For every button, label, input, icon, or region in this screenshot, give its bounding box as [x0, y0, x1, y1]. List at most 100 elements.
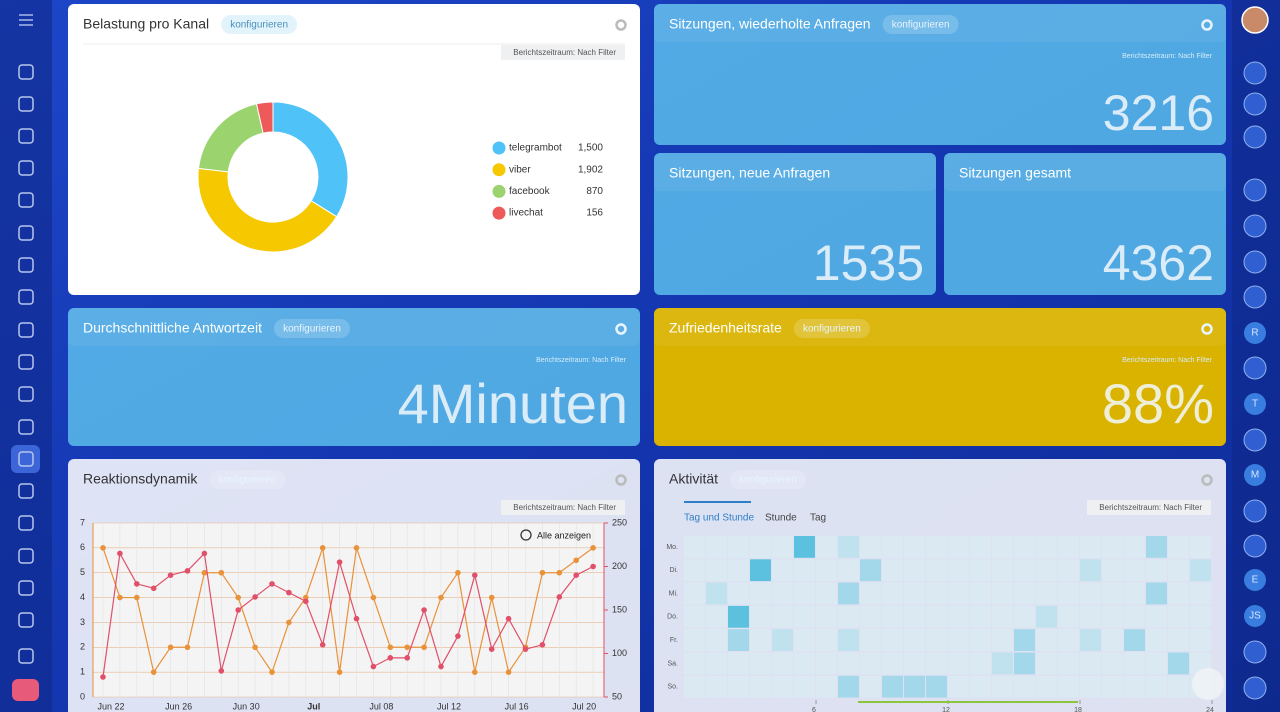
configure-button[interactable] — [730, 470, 807, 489]
right-icon[interactable] — [1243, 285, 1267, 309]
configure-label: konfigurieren — [892, 20, 950, 31]
heat-cell — [772, 559, 793, 582]
heat-cell — [1146, 675, 1167, 698]
settings-icon[interactable] — [1201, 323, 1213, 335]
x-tick-label: Jun 26 — [165, 701, 192, 711]
settings-icon[interactable] — [1201, 474, 1213, 486]
legend-value: 1,500 — [578, 143, 603, 154]
reset-zoom[interactable]: Alle anzeigen — [537, 530, 591, 540]
nav-icon[interactable] — [18, 192, 34, 208]
settings-icon[interactable] — [615, 323, 627, 335]
avatar-initial: T — [1252, 399, 1258, 410]
right-icon[interactable] — [1243, 250, 1267, 274]
fab-button[interactable] — [1192, 668, 1224, 700]
nav-icon[interactable] — [18, 354, 34, 370]
configure-button[interactable] — [209, 470, 286, 489]
heat-cell — [1058, 675, 1079, 698]
nav-icon[interactable] — [18, 128, 34, 144]
x-tick-label: 24 — [1206, 707, 1214, 712]
nav-icon[interactable] — [18, 612, 34, 628]
right-icon[interactable] — [1243, 92, 1267, 116]
x-tick-label: Jul 12 — [437, 701, 461, 711]
heat-cell — [1014, 605, 1035, 628]
widget-title: Zufriedenheitsrate — [669, 320, 782, 336]
heat-cell — [684, 675, 705, 698]
heat-cell — [1124, 582, 1145, 605]
legend-label: viber — [509, 164, 531, 175]
nav-icon[interactable] — [18, 322, 34, 338]
avatar[interactable] — [1244, 605, 1266, 627]
zoom-icon[interactable] — [520, 529, 532, 541]
configure-label: konfigurieren — [283, 324, 341, 335]
heat-cell — [1124, 605, 1145, 628]
heat-cell — [992, 605, 1013, 628]
nav-icon[interactable] — [18, 386, 34, 402]
configure-button[interactable] — [882, 15, 959, 34]
right-icon[interactable] — [1243, 428, 1267, 452]
heat-cell — [948, 675, 969, 698]
settings-icon[interactable] — [615, 19, 627, 31]
widget-card — [944, 153, 1226, 295]
data-point — [184, 644, 191, 651]
right-icon[interactable] — [1243, 640, 1267, 664]
period-label: Berichtszeitraum: Nach Filter — [513, 48, 616, 57]
configure-button[interactable] — [221, 15, 298, 34]
data-point — [438, 594, 444, 601]
user-avatar[interactable] — [1241, 6, 1269, 34]
heat-cell — [860, 536, 881, 558]
right-icon[interactable] — [1243, 356, 1267, 380]
data-point — [370, 594, 377, 601]
nav-icon[interactable] — [18, 257, 34, 273]
right-icon[interactable] — [1243, 125, 1267, 149]
right-icon[interactable] — [1243, 534, 1267, 558]
nav-icon[interactable] — [18, 548, 34, 564]
avatar[interactable] — [1244, 569, 1266, 591]
nav-icon[interactable] — [18, 515, 34, 531]
data-point — [269, 581, 275, 587]
tab[interactable]: Tag — [810, 513, 826, 524]
nav-icon[interactable] — [18, 289, 34, 305]
heat-cell — [882, 559, 903, 582]
right-icon[interactable] — [1243, 499, 1267, 523]
tab[interactable]: Stunde — [765, 513, 797, 524]
x-tick-label: Jun 30 — [233, 701, 260, 711]
heat-cell — [1080, 629, 1101, 651]
avatar[interactable] — [1244, 393, 1266, 415]
nav-app-icon[interactable] — [12, 679, 39, 701]
heat-cell — [706, 652, 727, 675]
heat-cell — [1036, 605, 1057, 628]
configure-button[interactable] — [793, 319, 870, 338]
avatar[interactable] — [1244, 322, 1266, 344]
nav-icon[interactable] — [18, 160, 34, 176]
settings-icon[interactable] — [1201, 19, 1213, 31]
heat-cell — [1014, 536, 1035, 558]
nav-icon[interactable] — [18, 451, 34, 467]
heat-cell — [772, 652, 793, 675]
avatar[interactable] — [1244, 464, 1266, 486]
heat-cell — [1190, 582, 1211, 605]
heat-cell — [1146, 582, 1167, 605]
heat-cell — [970, 582, 991, 605]
legend-value: 1,902 — [578, 164, 603, 175]
right-icon[interactable] — [1243, 178, 1267, 202]
heat-cell — [1080, 582, 1101, 605]
configure-button[interactable] — [273, 319, 350, 338]
nav-icon[interactable] — [18, 580, 34, 596]
tab[interactable]: Tag und Stunde — [684, 513, 754, 524]
nav-icon[interactable] — [18, 483, 34, 499]
settings-icon[interactable] — [615, 474, 627, 486]
nav-icon[interactable] — [18, 64, 34, 80]
nav-icon[interactable] — [18, 96, 34, 112]
nav-icon[interactable] — [18, 225, 34, 241]
heat-cell — [992, 675, 1013, 698]
data-point — [472, 572, 478, 578]
nav-icon[interactable] — [18, 648, 34, 664]
right-icon[interactable] — [1243, 61, 1267, 85]
right-icon[interactable] — [1243, 676, 1267, 700]
heat-cell — [684, 559, 705, 582]
nav-icon[interactable] — [18, 419, 34, 435]
menu-icon[interactable] — [19, 14, 33, 26]
heat-cell — [728, 582, 749, 605]
right-icon[interactable] — [1243, 214, 1267, 238]
y2-tick-label: 150 — [612, 604, 627, 614]
